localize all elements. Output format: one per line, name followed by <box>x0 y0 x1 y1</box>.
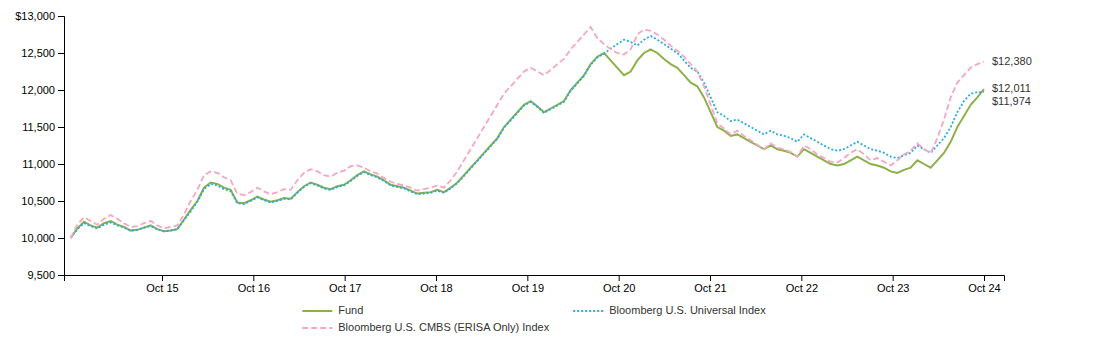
x-tick-mark <box>619 275 620 281</box>
legend-item: Bloomberg U.S. Universal Index <box>573 304 766 316</box>
y-tick: 12,500 <box>21 47 64 59</box>
series-line <box>71 49 984 238</box>
series-line <box>71 36 984 238</box>
x-tick-mark <box>710 275 711 281</box>
x-tick-label: Oct 22 <box>786 282 818 294</box>
y-tick-label: 11,500 <box>22 121 55 133</box>
y-tick: 11,500 <box>22 121 64 133</box>
legend-item: Bloomberg U.S. CMBS (ERISA Only) Index <box>302 321 549 333</box>
y-tick-mark <box>58 127 64 128</box>
x-tick-label: Oct 18 <box>420 282 452 294</box>
end-label: $12,011 <box>992 82 1031 94</box>
chart: Oct 15 Oct 16 Oct 17 Oct 18 Oct 19 Oct 20 Oct … <box>0 0 1094 349</box>
y-tick-label: 10,000 <box>21 232 55 244</box>
y-tick-label: 10,500 <box>21 195 55 207</box>
x-tick-label: Oct 24 <box>968 282 1000 294</box>
y-tick-label: 12,000 <box>21 84 55 96</box>
x-tick: Oct 17 <box>329 275 361 294</box>
legend-label: Bloomberg U.S. CMBS (ERISA Only) Index <box>338 321 549 333</box>
x-tick-label: Oct 23 <box>877 282 909 294</box>
legend: Fund Bloomberg U.S. Universal Index Bloomb… <box>302 304 766 333</box>
y-tick-label: 12,500 <box>21 47 55 59</box>
x-tick-mark <box>345 275 346 281</box>
x-tick: Oct 15 <box>146 275 178 294</box>
x-tick-label: Oct 19 <box>512 282 544 294</box>
x-tick-mark <box>801 275 802 281</box>
legend-swatch <box>302 310 332 312</box>
y-tick-mark <box>58 275 64 276</box>
x-tick: Oct 21 <box>694 275 726 294</box>
y-tick-mark <box>58 53 64 54</box>
y-tick: 12,000 <box>21 84 64 96</box>
y-tick-label: $13,000 <box>15 10 55 22</box>
x-tick-label: Oct 16 <box>238 282 270 294</box>
y-tick: 11,000 <box>22 158 64 170</box>
legend-swatch <box>302 327 332 329</box>
x-tick-mark <box>527 275 528 281</box>
x-tick: Oct 19 <box>512 275 544 294</box>
series-line <box>71 27 984 238</box>
x-tick-label: Oct 17 <box>329 282 361 294</box>
x-tick: Oct 20 <box>603 275 635 294</box>
x-tick: Oct 16 <box>238 275 270 294</box>
legend-label: Bloomberg U.S. Universal Index <box>609 304 766 316</box>
legend-label: Fund <box>338 304 363 316</box>
x-axis-line <box>65 276 1005 282</box>
y-tick-mark <box>58 164 64 165</box>
x-tick-mark <box>984 275 985 281</box>
x-tick: Oct 18 <box>420 275 452 294</box>
x-axis: Oct 15 Oct 16 Oct 17 Oct 18 Oct 19 Oct 20 Oct … <box>65 275 1005 294</box>
x-tick-label: Oct 20 <box>603 282 635 294</box>
x-tick: Oct 23 <box>877 275 909 294</box>
x-tick-label: Oct 21 <box>694 282 726 294</box>
y-tick: 9,500 <box>27 269 64 281</box>
plot-area <box>71 27 984 238</box>
y-tick-label: 9,500 <box>27 269 55 281</box>
legend-swatch <box>573 310 603 312</box>
y-tick-mark <box>58 90 64 91</box>
y-tick-mark <box>58 238 64 239</box>
y-tick: 10,500 <box>21 195 64 207</box>
end-label: $11,974 <box>992 95 1031 107</box>
y-tick: $13,000 <box>15 10 64 22</box>
y-axis: 9,500 10,000 10,500 11,000 11,500 12,000 12,50… <box>15 10 64 281</box>
y-tick-mark <box>58 16 64 17</box>
end-labels: $12,380 $12,011$11,974 <box>992 55 1032 107</box>
y-tick-label: 11,000 <box>22 158 55 170</box>
legend-item: Fund <box>302 304 363 316</box>
x-tick-mark <box>436 275 437 281</box>
x-tick-mark <box>253 275 254 281</box>
y-tick-mark <box>58 201 64 202</box>
x-tick: Oct 24 <box>968 275 1000 294</box>
x-tick: Oct 22 <box>786 275 818 294</box>
y-tick: 10,000 <box>21 232 64 244</box>
end-label: $12,380 <box>992 55 1032 67</box>
x-tick-mark <box>162 275 163 281</box>
x-tick-mark <box>893 275 894 281</box>
x-tick-label: Oct 15 <box>146 282 178 294</box>
y-axis-line <box>58 17 65 276</box>
